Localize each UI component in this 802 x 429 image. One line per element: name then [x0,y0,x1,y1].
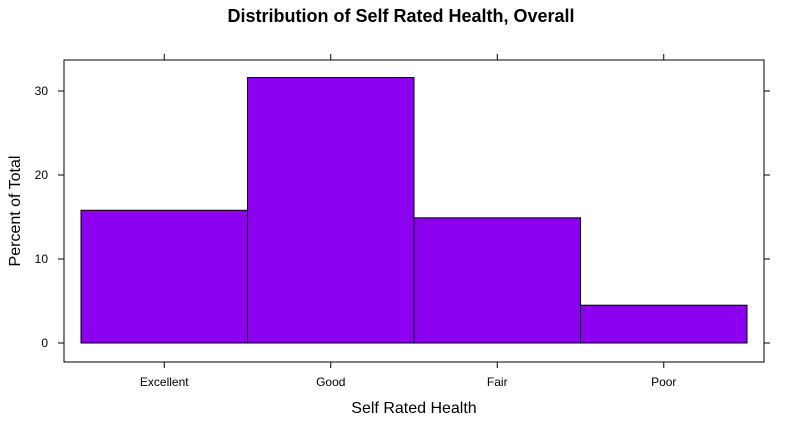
bar-fair [413,217,581,344]
y-axis-label: Percent of Total [7,156,24,267]
x-tick-label: Poor [651,375,676,389]
x-axis-ticks: Excellent Good Fair Poor [140,54,676,389]
bar-excellent [80,209,248,344]
y-tick-label: 20 [35,168,49,182]
y-tick-label: 30 [35,84,49,98]
y-tick-label: 0 [41,336,48,350]
x-axis-label: Self Rated Health [351,400,476,417]
bar-good [247,77,415,344]
y-tick-label: 10 [35,252,49,266]
bars-group [80,77,748,344]
chart-title: Distribution of Self Rated Health, Overa… [227,6,574,26]
bar-poor [580,304,748,344]
x-tick-label: Excellent [140,375,189,389]
plot-frame [63,59,765,363]
y-axis-ticks: 0 10 20 30 [35,84,770,350]
x-tick-label: Good [316,375,345,389]
x-tick-label: Fair [487,375,508,389]
